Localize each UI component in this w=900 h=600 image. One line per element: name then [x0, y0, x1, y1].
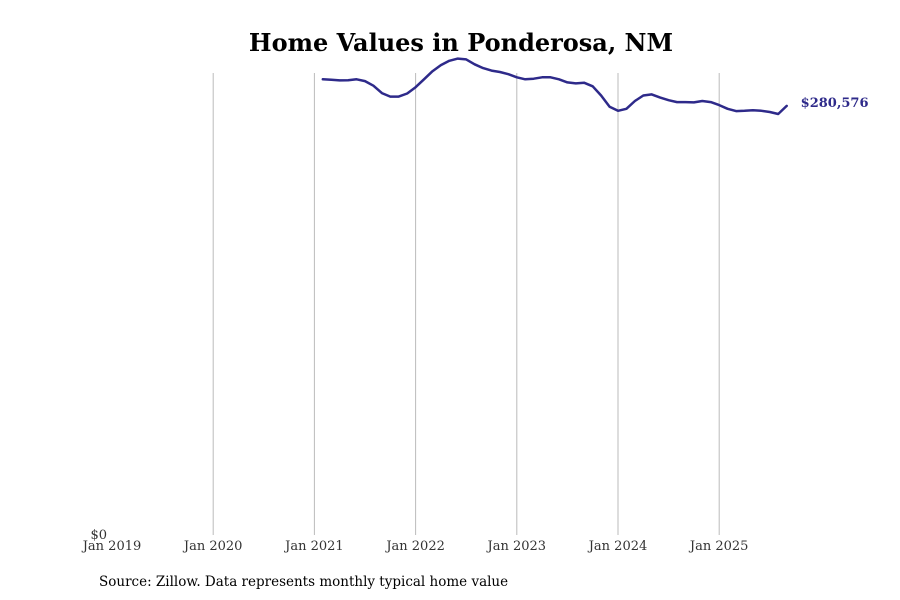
series-layer	[321, 57, 788, 116]
x-tick-label: Jan 2019	[81, 539, 142, 554]
x-tick-label: Jan 2020	[182, 539, 243, 554]
x-tick-label: Jan 2024	[587, 539, 648, 554]
label-layer: Jan 2019 Jan 2020 Jan 2021 Jan 2022 Jan 2023…	[81, 96, 869, 554]
chart-title: Home Values in Ponderosa, NM	[248, 28, 674, 57]
end-value-label: $280,576	[801, 96, 869, 111]
x-tick-label: Jan 2023	[486, 539, 547, 554]
grid-lines	[212, 73, 720, 535]
series-line	[321, 57, 788, 116]
x-tick-label: Jan 2025	[688, 539, 749, 554]
x-tick-label: Jan 2021	[283, 539, 344, 554]
source-note: Source: Zillow. Data represents monthly …	[99, 574, 509, 590]
y-tick-label: $0	[90, 528, 107, 543]
x-tick-label: Jan 2022	[384, 539, 445, 554]
